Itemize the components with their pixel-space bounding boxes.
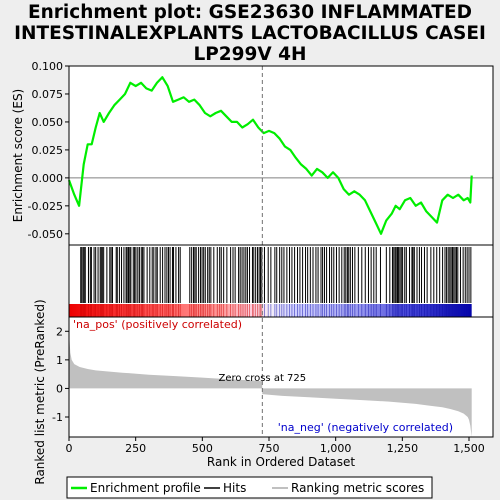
rank-xtick-label: 0 <box>66 442 73 455</box>
es-ytick-label: 0.100 <box>32 60 64 73</box>
es-ytick-label: -0.050 <box>28 228 63 241</box>
title-line-1: Enrichment plot: GSE23630 INFLAMMATED <box>27 2 473 23</box>
es-ytick-label: -0.025 <box>28 200 63 213</box>
rank-axis-label: Ranked list metric (PreRanked) <box>33 299 47 484</box>
legend-hits-label: Hits <box>223 481 246 495</box>
rank-xtick-label: 1,250 <box>387 442 419 455</box>
rank-ytick-label: 1 <box>56 354 63 367</box>
rank-xtick-label: 1,000 <box>320 442 352 455</box>
rank-heat-bar <box>69 304 472 317</box>
x-axis-label: Rank in Ordered Dataset <box>207 455 355 469</box>
rank-ytick-label: -1 <box>52 411 63 424</box>
ranking-metric-area <box>69 319 472 437</box>
chart-title: Enrichment plot: GSE23630 INFLAMMATED IN… <box>0 2 500 65</box>
rank-ytick-label: 0 <box>56 382 63 395</box>
legend-enrichment-label: Enrichment profile <box>90 481 201 495</box>
es-axis-label: Enrichment score (ES) <box>11 89 25 222</box>
es-ytick-label: 0.050 <box>32 116 64 129</box>
es-ytick-label: 0.000 <box>32 172 64 185</box>
negative-label: 'na_neg' (negatively correlated) <box>278 421 453 434</box>
rank-ytick-label: 2 <box>56 325 63 338</box>
title-line-3: LP299V 4H <box>193 44 307 65</box>
title-line-2: INTESTINALEXPLANTS LACTOBACILLUS CASEI <box>14 23 486 44</box>
es-ytick-label: 0.025 <box>32 144 64 157</box>
rank-xtick-label: 750 <box>259 442 280 455</box>
positive-label: 'na_pos' (positively correlated) <box>73 318 242 331</box>
rank-xtick-label: 250 <box>125 442 146 455</box>
legend-box <box>66 476 433 499</box>
es-ytick-label: 0.075 <box>32 88 64 101</box>
rank-panel-border <box>68 316 494 438</box>
zero-cross-label: Zero cross at 725 <box>219 373 307 384</box>
legend-ranking-label: Ranking metric scores <box>291 481 424 495</box>
enrichment-profile-line <box>67 76 473 235</box>
rank-xtick-label: 1,500 <box>453 442 485 455</box>
rank-xtick-label: 500 <box>192 442 213 455</box>
